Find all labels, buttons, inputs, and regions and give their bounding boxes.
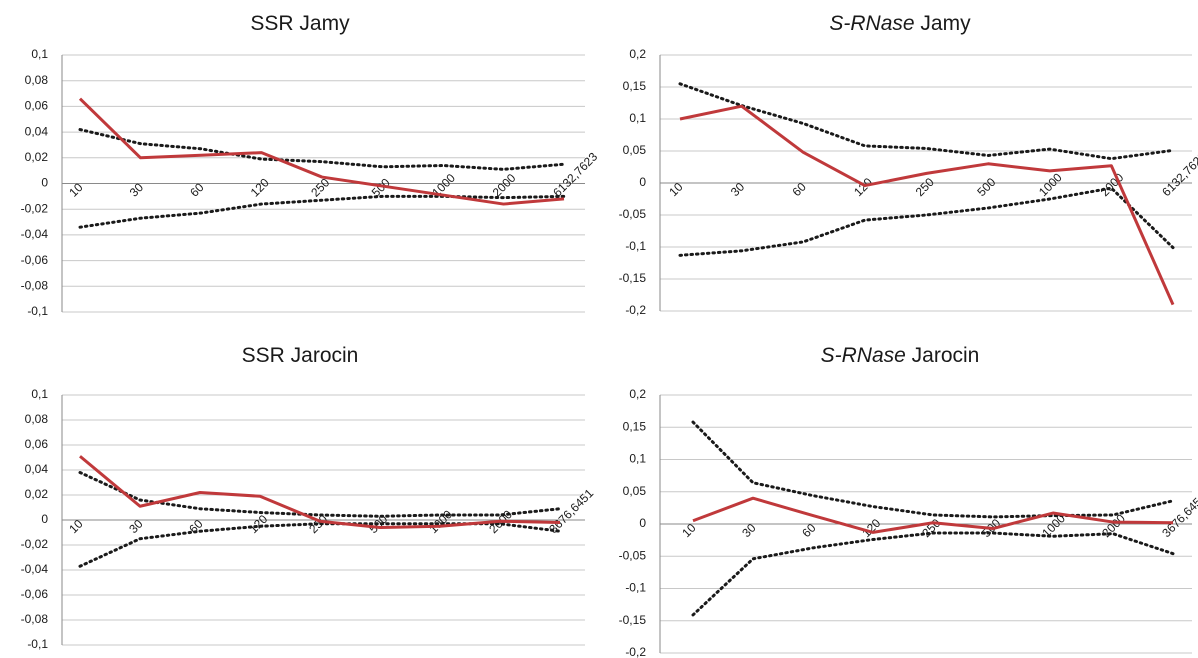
chart-svg: S-RNase Jarocin -0,2 -0,15 -0,1 -0,05 0 0,05 0,…	[619, 344, 1198, 658]
x-tick-label: 6132,7623	[550, 149, 600, 199]
y-tick-label: 0,08	[25, 73, 49, 87]
series-line-observed	[679, 104, 1175, 306]
x-tick-label: 10	[666, 180, 686, 200]
chart-ssr-jamy: SSR Jamy -0,1 -0,08 -0,06 -0,04 -0,02 0 0,02 0,0…	[0, 0, 601, 325]
y-tick-label: -0,15	[619, 613, 647, 627]
y-tick-label: -0,1	[27, 304, 48, 318]
chart-srnase-jarocin: S-RNase Jarocin -0,2 -0,15 -0,1 -0,05 0 0,05 0,…	[600, 340, 1198, 658]
x-tick-label: 3676,6451	[546, 486, 596, 536]
x-tick-label: 3676,6451	[1159, 490, 1198, 540]
chart-title: S-RNase Jamy	[829, 12, 971, 35]
y-tick-label: 0,06	[25, 99, 49, 113]
y-tick-label: 0	[639, 175, 646, 189]
x-tick-label: 30	[127, 180, 147, 200]
x-tick-label: 30	[126, 517, 146, 537]
chart-svg: SSR Jamy -0,1 -0,08 -0,06 -0,04 -0,02 0 0,02 0,0…	[21, 12, 601, 318]
x-tick-label: 1000	[1036, 170, 1065, 199]
x-tick-label: 120	[859, 516, 883, 540]
x-tick-label: 2000	[1098, 170, 1127, 199]
chart-ssr-jarocin: SSR Jarocin -0,1 -0,08 -0,06 -0,04 -0,02 0 0,02…	[0, 340, 597, 658]
series-line-upper	[78, 128, 566, 171]
y-tick-label: 0,1	[629, 452, 646, 466]
x-tick-label: 60	[789, 180, 809, 200]
y-tick-label: 0,1	[31, 387, 48, 401]
y-tick-label: 0	[41, 176, 48, 190]
series-line-lower	[678, 186, 1175, 257]
y-tick-label: -0,15	[619, 271, 647, 285]
chart-title: S-RNase Jarocin	[821, 344, 980, 367]
x-tick-label: 1000	[426, 507, 455, 536]
y-tick-label: -0,04	[21, 562, 49, 576]
x-tick-label: 500	[974, 175, 998, 199]
chart-title: SSR Jarocin	[242, 344, 359, 367]
y-tick-label: 0,1	[31, 47, 48, 61]
x-tick-label: 250	[913, 175, 937, 199]
y-tick-label: 0,1	[629, 111, 646, 125]
x-tick-label: 30	[739, 521, 759, 541]
y-tick-label: -0,06	[21, 587, 49, 601]
chart-title-rest: Jarocin	[906, 344, 980, 367]
y-tick-label: -0,02	[21, 537, 49, 551]
y-tick-label: -0,02	[21, 201, 49, 215]
x-tick-label: 2000	[490, 171, 519, 200]
y-tick-label: -0,05	[619, 207, 647, 221]
y-tick-label: -0,2	[625, 303, 646, 317]
y-tick-label: -0,08	[21, 278, 49, 292]
y-tick-label: -0,06	[21, 253, 49, 267]
y-tick-label: 0,08	[25, 412, 49, 426]
y-tick-label: 0,04	[25, 462, 49, 476]
y-tick-label: -0,1	[625, 239, 646, 253]
y-tick-label: 0,15	[623, 79, 647, 93]
x-tick-label: 120	[248, 175, 272, 199]
y-tick-label: -0,1	[625, 581, 646, 595]
chart-srnase-jamy: S-RNase Jamy -0,2 -0,15 -0,1 -0,05 0 0,05 0,1 0,…	[600, 0, 1198, 325]
y-tick-label: 0,02	[25, 150, 49, 164]
y-tick-label: 0,05	[623, 143, 647, 157]
x-tick-label: 10	[66, 517, 86, 537]
chart-svg: S-RNase Jamy -0,2 -0,15 -0,1 -0,05 0 0,05 0,1 0,…	[619, 12, 1198, 317]
chart-title-rest: Jamy	[915, 12, 972, 35]
x-tick-label: 30	[728, 180, 748, 200]
y-tick-label: 0,06	[25, 437, 49, 451]
x-tick-label: 10	[679, 521, 699, 541]
x-tick-label: 60	[799, 521, 819, 541]
series-line-upper	[78, 471, 562, 518]
y-tick-label: -0,05	[619, 548, 647, 562]
y-tick-label: -0,04	[21, 227, 49, 241]
series-line-upper	[678, 82, 1175, 161]
y-tick-label: 0,2	[629, 387, 646, 401]
y-tick-label: -0,08	[21, 612, 49, 626]
chart-title: SSR Jamy	[250, 12, 350, 35]
y-tick-label: 0,2	[629, 47, 646, 61]
x-tick-label: 250	[919, 516, 943, 540]
y-tick-label: 0,02	[25, 487, 49, 501]
y-tick-label: -0,1	[27, 637, 48, 651]
x-tick-label: 60	[187, 180, 207, 200]
chart-svg: SSR Jarocin -0,1 -0,08 -0,06 -0,04 -0,02 0 0,02…	[21, 344, 597, 651]
y-tick-label: 0,05	[623, 484, 647, 498]
x-tick-label: 120	[246, 512, 270, 536]
chart-title-italic: S-RNase	[821, 344, 906, 367]
y-tick-label: -0,2	[625, 645, 646, 658]
x-tick-label: 10	[66, 180, 86, 200]
y-tick-label: 0,15	[623, 419, 647, 433]
y-tick-label: 0	[41, 512, 48, 526]
chart-title-italic: S-RNase	[829, 12, 914, 35]
y-tick-label: 0,04	[25, 124, 49, 138]
y-tick-label: 0	[639, 516, 646, 530]
series-line-lower	[691, 531, 1175, 617]
x-tick-label: 6132,7623	[1159, 149, 1198, 199]
